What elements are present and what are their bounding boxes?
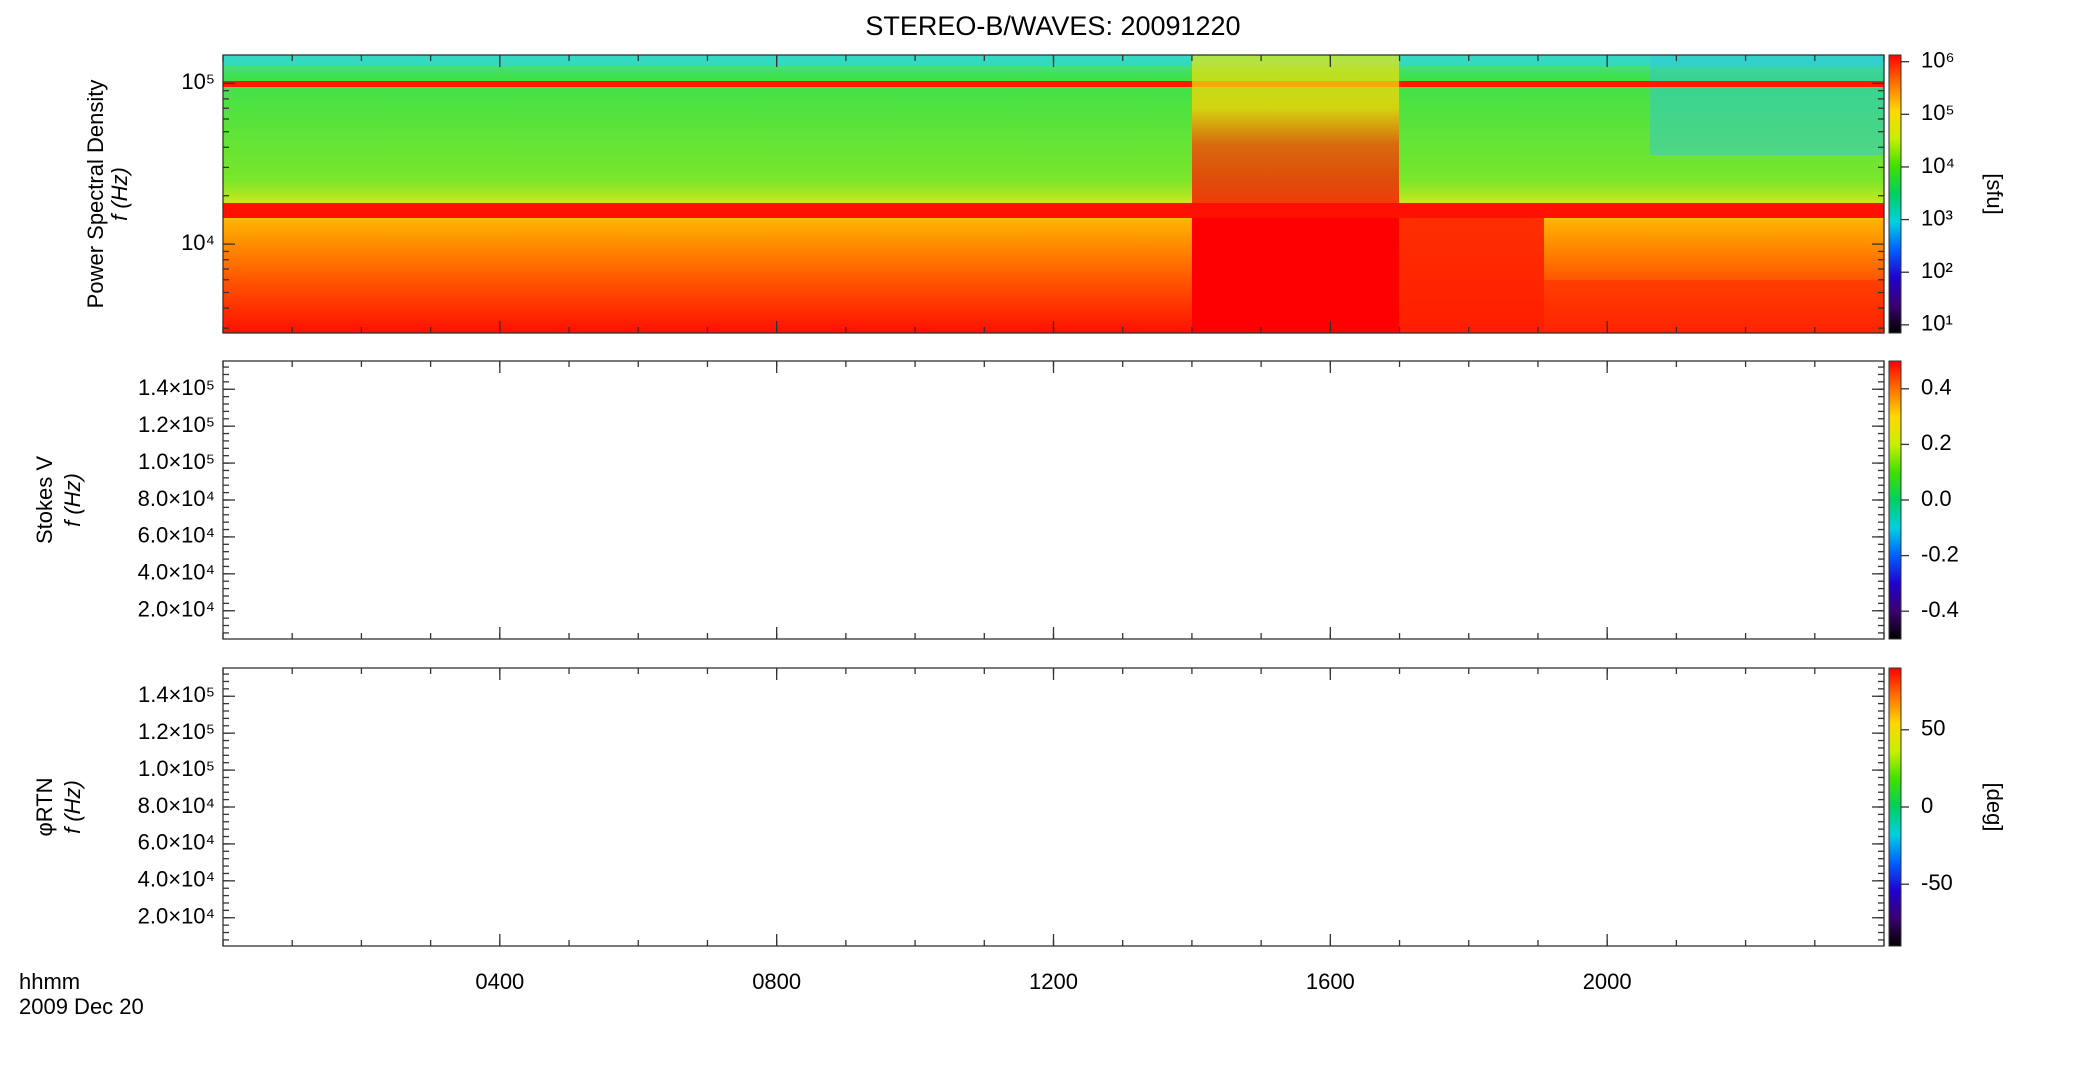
y-tick-label: 10⁴	[181, 230, 215, 255]
y-tick-label: 6.0×10⁴	[138, 830, 215, 855]
colorbar-tick-label: 0.4	[1921, 375, 1952, 400]
y-tick-label: 6.0×10⁴	[138, 523, 215, 548]
y-tick-label: 4.0×10⁴	[138, 560, 215, 585]
plot-frame	[222, 360, 1885, 640]
y-tick-label: 1.4×10⁵	[138, 682, 215, 707]
y-axis-label: f (Hz)	[107, 167, 132, 221]
colorbar	[1888, 667, 1902, 947]
y-axis-label: Stokes V	[32, 456, 57, 544]
y-tick-label: 4.0×10⁴	[138, 867, 215, 892]
colorbar-tick-label: 10³	[1921, 205, 1953, 230]
colorbar-label: [deg]	[1982, 783, 2007, 832]
colorbar-tick-label: 10⁶	[1921, 48, 1955, 73]
spectrogram-image	[223, 55, 1884, 333]
colorbar-label: [sfu]	[1982, 173, 2007, 215]
colorbar	[1888, 360, 1902, 640]
colorbar	[1888, 54, 1902, 334]
y-tick-label: 8.0×10⁴	[138, 793, 215, 818]
y-axis-label: φRTN	[32, 777, 57, 836]
y-tick-label: 2.0×10⁴	[138, 597, 215, 622]
colorbar-tick-label: 10¹	[1921, 311, 1953, 336]
colorbar-tick-label: -0.4	[1921, 597, 1959, 622]
y-tick-label: 1.4×10⁵	[138, 375, 215, 400]
y-axis-label: f (Hz)	[60, 473, 85, 527]
chart-title: STEREO-B/WAVES: 20091220	[865, 11, 1240, 41]
colorbar-tick-label: 10⁴	[1921, 153, 1955, 178]
colorbar-tick-label: -0.2	[1921, 541, 1959, 566]
x-tick-label: 0400	[475, 969, 524, 994]
x-tick-label: 1600	[1306, 969, 1355, 994]
colorbar-tick-label: 10⁵	[1921, 100, 1955, 125]
plot-frame	[222, 667, 1885, 947]
y-axis-label: f (Hz)	[60, 780, 85, 834]
y-tick-label: 1.0×10⁵	[138, 756, 215, 781]
y-tick-label: 8.0×10⁴	[138, 486, 215, 511]
y-tick-label: 1.2×10⁵	[138, 719, 215, 744]
colorbar-tick-label: -50	[1921, 870, 1953, 895]
y-axis-label: Power Spectral Density	[83, 80, 108, 309]
y-tick-label: 1.0×10⁵	[138, 449, 215, 474]
colorbar-tick-label: 0	[1921, 793, 1933, 818]
x-tick-label: 2000	[1583, 969, 1632, 994]
y-tick-label: 10⁵	[181, 69, 215, 94]
x-axis-label: 2009 Dec 20	[19, 994, 144, 1019]
x-axis-label: hhmm	[19, 969, 80, 994]
colorbar-tick-label: 0.2	[1921, 430, 1952, 455]
y-tick-label: 1.2×10⁵	[138, 412, 215, 437]
colorbar-tick-label: 50	[1921, 716, 1945, 741]
x-tick-label: 0800	[752, 969, 801, 994]
y-tick-label: 2.0×10⁴	[138, 904, 215, 929]
x-tick-label: 1200	[1029, 969, 1078, 994]
colorbar-tick-label: 10²	[1921, 258, 1953, 283]
colorbar-tick-label: 0.0	[1921, 486, 1952, 511]
